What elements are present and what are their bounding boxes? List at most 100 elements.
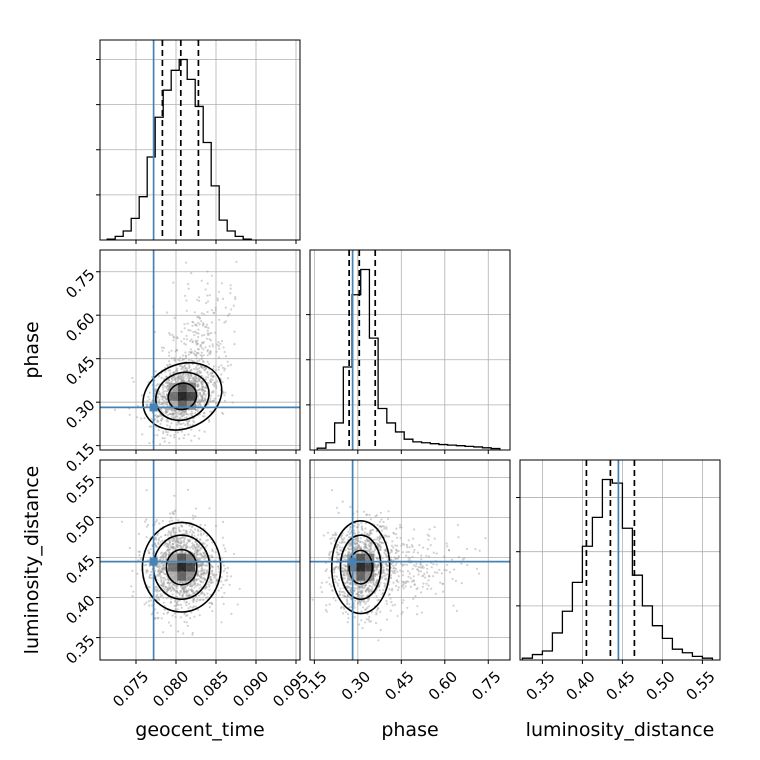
sample-point bbox=[162, 565, 165, 568]
sample-point bbox=[174, 607, 177, 611]
sample-point bbox=[168, 582, 171, 585]
sample-point bbox=[189, 412, 192, 415]
sample-point bbox=[336, 548, 339, 551]
sample-point bbox=[201, 567, 204, 570]
sample-point bbox=[356, 592, 359, 595]
sample-point bbox=[191, 320, 194, 324]
sample-point bbox=[164, 402, 167, 406]
sample-point bbox=[159, 407, 162, 410]
sample-point bbox=[383, 572, 386, 575]
sample-point bbox=[168, 512, 172, 515]
sample-point bbox=[209, 372, 212, 375]
sample-point bbox=[204, 390, 207, 393]
sample-point bbox=[165, 381, 168, 385]
sample-point bbox=[200, 312, 204, 315]
sample-point bbox=[179, 373, 182, 376]
sample-point bbox=[345, 585, 349, 589]
sample-point bbox=[202, 578, 205, 581]
sample-point bbox=[230, 575, 233, 578]
sample-point bbox=[176, 544, 179, 547]
sample-point bbox=[392, 567, 395, 570]
sample-point bbox=[198, 359, 201, 362]
sample-point bbox=[390, 562, 393, 565]
sample-point bbox=[400, 612, 403, 616]
sample-point bbox=[367, 590, 370, 593]
sample-point bbox=[137, 532, 140, 536]
sample-point bbox=[381, 525, 384, 528]
sample-point bbox=[157, 374, 160, 378]
sample-point bbox=[209, 576, 212, 579]
sample-point bbox=[145, 518, 148, 521]
sample-point bbox=[199, 576, 202, 579]
sample-point bbox=[380, 541, 383, 544]
sample-point bbox=[390, 550, 393, 554]
sample-point bbox=[185, 545, 189, 549]
sample-point bbox=[170, 588, 173, 592]
sample-point bbox=[172, 526, 175, 530]
sample-point bbox=[211, 548, 214, 551]
sample-point bbox=[427, 579, 430, 582]
sample-point bbox=[343, 567, 346, 570]
sample-point bbox=[191, 542, 194, 545]
sample-point bbox=[170, 377, 173, 380]
sample-point bbox=[178, 593, 181, 596]
sample-point bbox=[184, 586, 187, 589]
sample-point bbox=[202, 366, 205, 369]
sample-point bbox=[184, 367, 187, 370]
sample-point bbox=[193, 353, 196, 356]
sample-point bbox=[360, 526, 363, 529]
sample-point bbox=[221, 366, 225, 369]
sample-point bbox=[228, 312, 231, 316]
sample-point bbox=[224, 391, 227, 394]
sample-point bbox=[166, 365, 169, 368]
sample-point bbox=[385, 526, 388, 529]
sample-point bbox=[334, 599, 337, 602]
sample-point bbox=[401, 580, 404, 584]
sample-point bbox=[185, 600, 188, 604]
sample-point bbox=[199, 371, 202, 374]
sample-point bbox=[380, 518, 383, 521]
sample-point bbox=[197, 565, 200, 568]
sample-point bbox=[224, 579, 227, 582]
sample-point bbox=[343, 577, 346, 580]
sample-point bbox=[205, 586, 208, 589]
sample-point bbox=[162, 430, 165, 433]
sample-point bbox=[201, 554, 204, 558]
sample-point bbox=[356, 596, 359, 599]
sample-point bbox=[426, 567, 429, 570]
sample-point bbox=[196, 553, 199, 556]
sample-point bbox=[385, 618, 389, 621]
sample-point bbox=[367, 618, 370, 621]
sample-point bbox=[168, 351, 171, 354]
sample-point bbox=[147, 523, 150, 527]
sample-point bbox=[186, 591, 189, 594]
sample-point bbox=[198, 317, 201, 320]
sample-point bbox=[342, 564, 345, 567]
sample-point bbox=[343, 571, 346, 574]
sample-point bbox=[447, 548, 451, 552]
sample-point bbox=[201, 555, 204, 559]
sample-point bbox=[199, 580, 202, 583]
sample-point bbox=[164, 397, 167, 400]
sample-point bbox=[339, 535, 342, 539]
sample-point bbox=[400, 526, 403, 529]
sample-point bbox=[170, 531, 173, 534]
sample-point bbox=[205, 544, 209, 547]
sample-point bbox=[159, 575, 162, 578]
sample-point bbox=[161, 417, 164, 420]
sample-point bbox=[421, 585, 424, 589]
sample-point bbox=[223, 367, 227, 370]
sample-point bbox=[161, 567, 164, 570]
sample-point bbox=[190, 594, 194, 597]
sample-point bbox=[361, 595, 364, 598]
sample-point bbox=[364, 522, 368, 525]
sample-point bbox=[421, 575, 424, 578]
sample-point bbox=[174, 547, 177, 550]
sample-point bbox=[154, 545, 158, 548]
sample-point bbox=[183, 410, 186, 413]
sample-point bbox=[355, 542, 358, 545]
sample-point bbox=[199, 570, 202, 573]
sample-point bbox=[378, 520, 382, 523]
sample-point bbox=[376, 556, 379, 560]
sample-point bbox=[191, 524, 194, 527]
